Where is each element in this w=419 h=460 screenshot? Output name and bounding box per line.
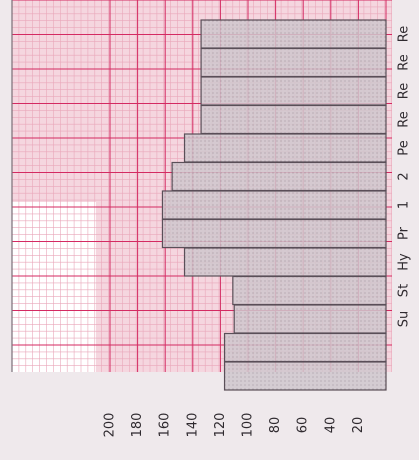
bar-2 bbox=[200, 47, 387, 78]
category-label-St: St bbox=[397, 284, 412, 297]
bars bbox=[161, 19, 387, 391]
bar-4 bbox=[200, 104, 387, 135]
bar-9 bbox=[183, 247, 387, 277]
tick-label-180: 180 bbox=[130, 413, 145, 438]
bar-8 bbox=[161, 218, 387, 249]
tick-label-140: 140 bbox=[185, 413, 200, 438]
tick-label-40: 40 bbox=[323, 417, 338, 434]
category-label-Pr: Pr bbox=[397, 226, 412, 240]
category-label-Re: Re bbox=[397, 111, 412, 127]
tick-label-200: 200 bbox=[103, 413, 118, 438]
tick-label-60: 60 bbox=[296, 417, 311, 434]
tick-label-100: 100 bbox=[241, 413, 256, 438]
bar-6 bbox=[171, 161, 387, 192]
category-label-Su: Su bbox=[397, 311, 412, 328]
category-label-Hy: Hy bbox=[397, 253, 412, 271]
bar-13 bbox=[223, 361, 387, 391]
category-labels: Re Re Re Re Pe 2 1 Pr Hy St Su bbox=[397, 26, 412, 327]
bar-1 bbox=[200, 19, 387, 49]
category-label-Re: Re bbox=[397, 26, 412, 42]
x-axis-ticks: 200 180 160 140 120 100 80 60 40 20 bbox=[103, 413, 366, 438]
tick-label-120: 120 bbox=[213, 413, 228, 438]
bar-12 bbox=[223, 332, 387, 363]
category-label-1: 1 bbox=[397, 201, 412, 209]
bar-11 bbox=[233, 304, 387, 334]
bar-3 bbox=[200, 76, 387, 106]
category-label-Re: Re bbox=[397, 54, 412, 70]
bar-5 bbox=[183, 133, 387, 163]
category-label-2: 2 bbox=[397, 172, 412, 180]
category-label-Re: Re bbox=[397, 83, 412, 99]
category-label-Pe: Pe bbox=[397, 140, 412, 155]
bar-10 bbox=[232, 275, 387, 306]
tick-label-20: 20 bbox=[351, 417, 366, 434]
tick-label-160: 160 bbox=[158, 413, 173, 438]
tick-label-80: 80 bbox=[268, 417, 283, 434]
bar-7 bbox=[161, 190, 387, 220]
